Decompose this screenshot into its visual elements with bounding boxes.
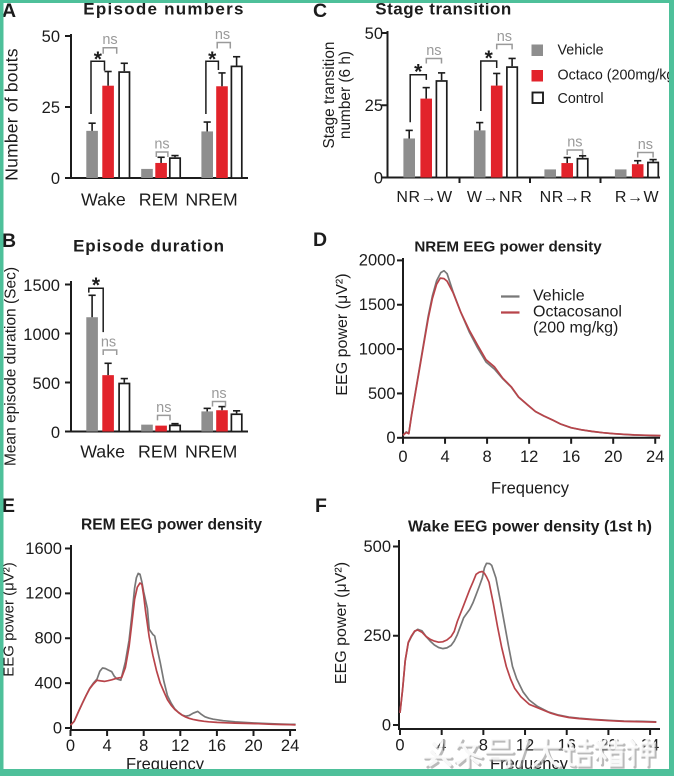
svg-text:ns: ns	[156, 400, 171, 416]
svg-text:250: 250	[363, 627, 391, 645]
svg-text:20: 20	[604, 448, 622, 466]
svg-text:number (6 h): number (6 h)	[337, 51, 354, 139]
svg-text:50: 50	[42, 28, 60, 46]
svg-text:25: 25	[365, 97, 383, 115]
svg-text:*: *	[92, 274, 101, 297]
svg-text:REM EEG power density: REM EEG power density	[81, 517, 262, 534]
svg-text:24: 24	[281, 737, 299, 755]
svg-text:*: *	[208, 48, 217, 71]
svg-text:0: 0	[51, 170, 60, 188]
svg-text:ns: ns	[638, 137, 653, 153]
svg-text:16: 16	[562, 448, 580, 466]
svg-text:*: *	[485, 47, 494, 70]
svg-text:(200 mg/kg): (200 mg/kg)	[533, 320, 618, 337]
svg-text:D: D	[313, 229, 327, 251]
svg-text:ns: ns	[215, 27, 230, 43]
svg-text:16: 16	[208, 737, 226, 755]
svg-text:Episode numbers: Episode numbers	[83, 0, 244, 19]
svg-text:*: *	[94, 48, 103, 71]
svg-text:25: 25	[42, 99, 60, 117]
svg-text:NREM: NREM	[185, 190, 237, 210]
svg-text:0: 0	[382, 716, 391, 734]
svg-text:500: 500	[363, 538, 391, 556]
svg-text:Frequency: Frequency	[491, 480, 570, 498]
svg-text:E: E	[2, 495, 15, 517]
svg-text:12: 12	[520, 448, 538, 466]
svg-text:C: C	[313, 0, 327, 22]
svg-text:NR→R: NR→R	[540, 189, 593, 206]
svg-text:Vehicle: Vehicle	[558, 43, 604, 59]
svg-text:0: 0	[398, 448, 407, 466]
svg-text:R→W: R→W	[615, 189, 660, 206]
svg-text:12: 12	[171, 737, 189, 755]
svg-text:Stage transition: Stage transition	[321, 42, 338, 149]
svg-text:800: 800	[34, 630, 62, 648]
svg-text:500: 500	[368, 385, 396, 403]
svg-text:ns: ns	[567, 135, 582, 151]
svg-text:Vehicle: Vehicle	[533, 288, 585, 305]
svg-text:1500: 1500	[23, 277, 60, 295]
svg-text:ns: ns	[101, 335, 116, 351]
svg-text:8: 8	[139, 737, 148, 755]
svg-text:500: 500	[32, 375, 60, 393]
svg-text:50: 50	[365, 25, 383, 43]
svg-text:ns: ns	[426, 43, 441, 59]
svg-text:EEG power (μV²): EEG power (μV²)	[333, 562, 350, 684]
svg-text:1200: 1200	[25, 585, 62, 603]
svg-text:EEG power (μV²): EEG power (μV²)	[1, 562, 18, 677]
svg-text:0: 0	[374, 169, 383, 187]
svg-text:0: 0	[53, 719, 62, 737]
svg-text:Control: Control	[558, 91, 604, 107]
svg-text:NREM EEG power density: NREM EEG power density	[414, 239, 602, 256]
svg-text:Wake: Wake	[80, 442, 125, 462]
svg-text:4: 4	[103, 737, 112, 755]
svg-text:ns: ns	[211, 386, 226, 402]
svg-text:4: 4	[440, 448, 449, 466]
svg-text:8: 8	[479, 737, 488, 755]
svg-text:F: F	[315, 495, 327, 517]
svg-text:0: 0	[386, 429, 395, 447]
svg-text:Octacosanol: Octacosanol	[533, 304, 622, 321]
svg-text:8: 8	[482, 448, 491, 466]
svg-text:Mean episode duration (Sec): Mean episode duration (Sec)	[3, 267, 20, 466]
svg-text:Stage transition: Stage transition	[375, 0, 511, 19]
svg-text:400: 400	[34, 674, 62, 692]
svg-text:B: B	[2, 230, 16, 252]
svg-text:NREM: NREM	[185, 442, 237, 462]
svg-text:1600: 1600	[25, 540, 62, 558]
svg-text:24: 24	[646, 448, 664, 466]
svg-text:0: 0	[66, 737, 75, 755]
svg-text:A: A	[2, 0, 16, 22]
svg-text:Number of bouts: Number of bouts	[2, 48, 22, 180]
svg-text:1000: 1000	[359, 340, 396, 358]
svg-text:REM: REM	[138, 442, 178, 462]
svg-text:1500: 1500	[359, 296, 396, 314]
svg-text:EEG power (μV²): EEG power (μV²)	[334, 273, 351, 395]
svg-text:ns: ns	[497, 29, 512, 45]
svg-text:20: 20	[244, 737, 262, 755]
svg-text:Octaco (200mg/kg: Octaco (200mg/kg	[558, 68, 674, 84]
svg-text:ns: ns	[102, 32, 117, 48]
svg-text:2000: 2000	[359, 252, 396, 270]
svg-text:NR→W: NR→W	[396, 189, 453, 206]
svg-text:0: 0	[395, 737, 404, 755]
svg-text:Episode duration: Episode duration	[73, 237, 225, 256]
svg-text:W→NR: W→NR	[467, 189, 523, 206]
svg-text:ns: ns	[154, 137, 169, 153]
svg-text:1000: 1000	[23, 326, 60, 344]
svg-text:*: *	[414, 61, 423, 84]
svg-text:0: 0	[51, 424, 60, 442]
svg-text:Wake EEG power density (1st h): Wake EEG power density (1st h)	[408, 519, 652, 536]
svg-text:Wake: Wake	[81, 190, 126, 210]
svg-text:REM: REM	[139, 190, 179, 210]
